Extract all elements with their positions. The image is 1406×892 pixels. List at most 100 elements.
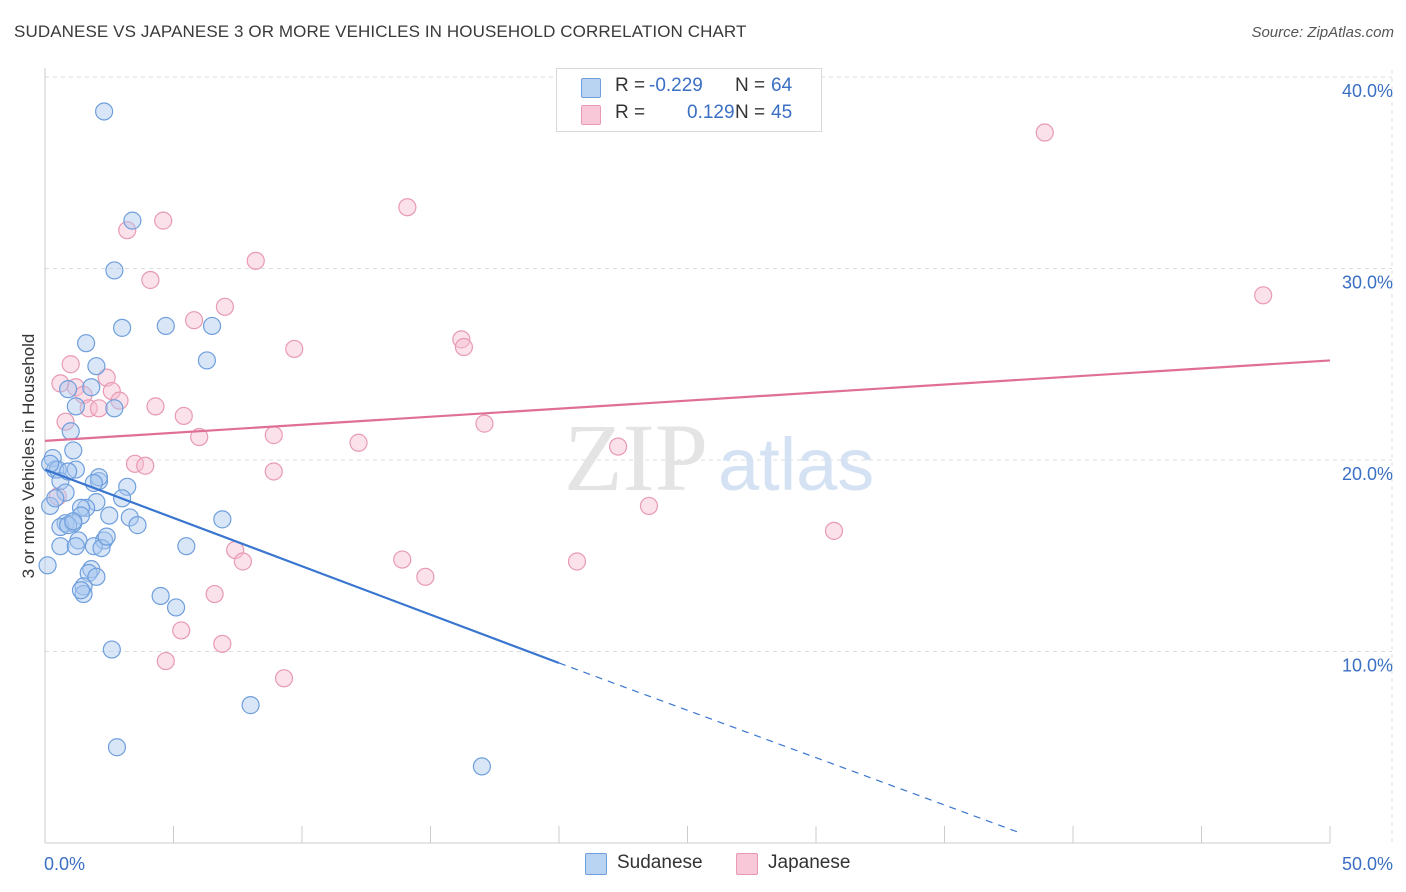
r-value: 0.129 [687,102,735,123]
sudanese-point [472,757,491,776]
sudanese-point [66,397,85,416]
japanese-point [274,669,294,688]
y-tick-label: 20.0% [1342,464,1393,484]
sudanese-point [95,102,114,121]
sudanese-point [151,586,170,606]
chart-title: SUDANESE VS JAPANESE 3 OR MORE VEHICLES … [14,22,747,41]
japanese-point [118,221,137,240]
japanese-point [285,339,304,359]
sudanese-point [71,498,91,517]
japanese-point [146,397,165,416]
japanese-legend-swatch [736,853,758,875]
sudanese-point [120,508,139,527]
sudanese-point [71,581,91,600]
sudanese-point [123,211,142,230]
sudanese-point [38,556,57,575]
legend-label: Japanese [768,852,851,873]
japanese-point [102,381,121,401]
sudanese-point [41,454,60,473]
sudanese-point [156,316,175,336]
japanese-point [349,433,368,452]
japanese-point [454,337,474,357]
tick-labels: 10.0% 20.0% 30.0% 40.0% 0.0% 50.0% [44,81,1393,874]
sudanese-point [128,516,147,535]
sudanese-point [118,477,137,496]
sudanese-point [241,696,260,715]
japanese-point [61,355,80,374]
sudanese-point [177,537,196,556]
x-tick-label: 0.0% [44,854,85,874]
japanese-point [205,584,224,604]
japanese-point [1035,123,1054,142]
watermark-atlas: atlas [718,423,874,506]
y-tick-label: 40.0% [1342,81,1393,101]
japanese-point [393,550,412,569]
sudanese-point [77,334,96,353]
legend-label: Sudanese [617,852,703,873]
sudanese-point [202,316,222,336]
n-label: N = [735,102,766,123]
sudanese-point [64,441,83,460]
x-tick-label: 50.0% [1342,854,1393,874]
y-tick-label: 30.0% [1342,273,1393,293]
sudanese-point [82,378,101,397]
japanese-point [416,567,435,586]
japanese-point [475,414,494,433]
watermark-zip: ZIP [564,404,708,511]
sudanese-point [97,527,116,546]
sudanese-point [89,468,109,487]
sudanese-point [112,318,132,337]
japanese-point [97,368,116,387]
sudanese-point [107,738,127,757]
sudanese-point [66,537,85,556]
sudanese-point [64,512,83,531]
japanese-point [213,634,232,653]
japanese-point [639,496,659,516]
japanese-point [141,270,160,290]
sudanese-point [105,399,124,418]
sudanese-point [87,357,106,376]
n-label: N = [735,75,766,96]
japanese-points [48,123,1273,688]
japanese-point [567,552,587,571]
r-label: R = [615,75,646,96]
japanese-point [1254,286,1273,305]
japanese-point [89,399,109,418]
sudanese-points [38,102,491,776]
japanese-point [154,211,173,230]
sudanese-point [87,567,106,586]
japanese-point [190,427,209,447]
sudanese-point [197,351,217,370]
sudanese-point [92,538,111,558]
japanese-point [184,311,204,330]
sudanese-point [105,261,124,280]
sudanese-legend-swatch [585,853,607,875]
watermark: ZIP atlas [564,404,874,511]
japanese-swatch [581,105,601,125]
y-axis-label: 3 or more Vehicles in Household [19,334,38,579]
gridlines [45,70,1393,843]
stats-legend-box: R = -0.229 N = 64 R = 0.129 N = 45 [556,68,822,132]
sudanese-point [100,506,119,525]
source-label: Source: ZipAtlas.com [1251,24,1394,41]
y-tick-label: 10.0% [1342,656,1393,676]
sudanese-point [213,510,232,529]
japanese-trend-line [44,359,1331,442]
sudanese-point [51,537,70,556]
n-value: 45 [771,102,793,123]
japanese-point [174,406,193,426]
japanese-point [136,456,155,475]
trend-lines [44,359,1331,834]
sudanese-point [102,640,121,659]
sudanese-point [56,483,75,502]
japanese-point [156,651,175,671]
japanese-point [264,426,283,445]
sudanese-point [166,598,186,617]
japanese-point [609,437,628,456]
sudanese-trend-extension [558,662,1022,834]
r-value: -0.229 [649,75,703,96]
sudanese-point [46,489,65,508]
sudanese-swatch [581,78,601,98]
sudanese-point [61,422,80,441]
